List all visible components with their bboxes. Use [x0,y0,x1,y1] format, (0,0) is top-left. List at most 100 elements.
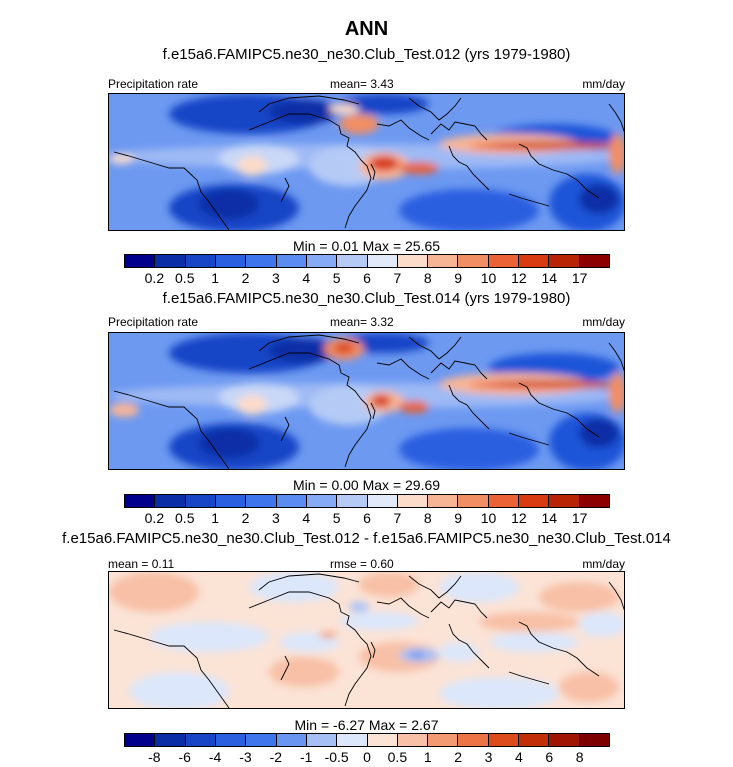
colorbar-swatch [428,495,459,507]
colorbar-tick-label: -1 [300,749,313,765]
colorbar-swatch [579,255,609,267]
map-svg [109,572,624,708]
colorbar-ticks: 0.2 0.5 1 2 3 4 5 6 7 8 9 10 12 14 17 [124,270,610,286]
colorbar-tick-label: 10 [480,270,497,286]
colorbar-tick-label: 8 [423,270,432,286]
coastline [280,655,290,681]
field-blob [339,114,379,134]
colorbar-tick-label: -3 [239,749,252,765]
colorbar-swatch [337,255,368,267]
field-blob [339,94,429,114]
field-blob [409,652,425,658]
coastline [280,177,290,203]
field-blob [349,602,369,612]
colorbar-tick-label: 6 [545,749,554,765]
field-blob [199,428,259,458]
colorbar-swatch [155,255,186,267]
field-blob [439,677,559,708]
colorbar-swatch [428,734,459,746]
colorbar-swatch [155,734,186,746]
coastline [608,103,624,133]
colorbar-tick-label: 7 [393,510,402,526]
colorbar-tick-label: 12 [511,270,527,286]
colorbar-swatch [276,495,307,507]
coastline [408,575,462,599]
colorbar-swatch [397,734,429,746]
precip-field [109,94,624,230]
coastline [608,342,624,372]
field-blob [334,343,354,353]
center-label: mean= 3.32 [330,315,394,329]
colorbar [124,733,610,747]
coastline [113,629,230,708]
coastline [430,121,488,141]
colorbar-tick-label: -6 [178,749,191,765]
field-blob [579,612,624,637]
field-blob [399,428,539,469]
colorbar-tick-label: 0.2 [144,510,165,526]
colorbar-ticks: -8 -6 -4 -3 -2 -1 -0.5 0 0.5 1 2 3 4 6 8 [124,749,610,765]
units-label: mm/day [582,77,625,91]
coastlines [113,573,624,708]
coastlines [113,95,624,230]
colorbar-swatch [519,495,550,507]
colorbar-ticks: 0.2 0.5 1 2 3 4 5 6 7 8 9 10 12 14 17 [124,510,610,526]
coastline [113,390,230,469]
coastline [248,591,372,707]
colorbar-tick-label: 9 [454,510,463,526]
colorbar [124,254,610,268]
colorbar-swatch [185,255,216,267]
colorbar-tick-label: 14 [541,510,558,526]
panel-1-title: f.e15a6.FAMIPC5.ne30_ne30.Club_Test.012 … [162,46,571,63]
panel-3-title: f.e15a6.FAMIPC5.ne30_ne30.Club_Test.012 … [62,530,671,547]
colorbar-tick-label: 3 [271,510,280,526]
colorbar-tick-label: -2 [269,749,283,765]
colorbar-tick-label: 0.2 [144,270,165,286]
colorbar-swatch [337,495,368,507]
coastline [370,402,376,420]
field-blob [399,162,439,174]
map-svg [109,94,624,230]
field-blob [339,612,419,630]
precip-field [109,572,624,708]
colorbar-tick-label: 8 [575,749,584,765]
colorbar-swatch [549,255,580,267]
field-blob [371,395,391,407]
field-blob [399,401,429,413]
field-blob [199,189,259,219]
colorbar-swatch [155,495,186,507]
field-blob [489,142,609,146]
colorbar-tick-label: -4 [208,749,222,765]
colorbar-swatch [215,255,247,267]
colorbar-tick-label: 2 [241,510,250,526]
colorbar-swatch [458,255,489,267]
colorbar-tick-label: 2 [241,270,250,286]
coastline [408,97,462,121]
colorbar-tick-label: -8 [148,749,161,765]
colorbar-tick-label: 4 [514,749,523,765]
colorbar-tick-label: 0 [363,749,371,765]
colorbar-swatch [458,734,489,746]
colorbar-tick-label: 6 [363,270,371,286]
colorbar-swatch [367,495,398,507]
colorbar-swatch [246,734,277,746]
coastline [518,621,600,677]
colorbar-tick-label: 3 [484,749,493,765]
units-label: mm/day [582,315,625,329]
panel-2-title: f.e15a6.FAMIPC5.ne30_ne30.Club_Test.014 … [162,290,571,307]
colorbar-swatch [185,495,216,507]
field-blob [109,572,199,612]
colorbar-swatch [488,495,520,507]
coastline [376,358,430,380]
colorbar-swatch [549,734,580,746]
colorbar-swatch [306,255,338,267]
coastline [248,352,372,468]
colorbar-tick-label: 6 [363,510,371,526]
colorbar-swatch [125,495,156,507]
colorbar-tick-label: 0.5 [175,270,195,286]
coastline [370,163,376,181]
center-label: mean= 3.43 [330,77,394,91]
field-blob [269,657,339,687]
field-blob [489,632,579,652]
colorbar-swatch [215,495,247,507]
